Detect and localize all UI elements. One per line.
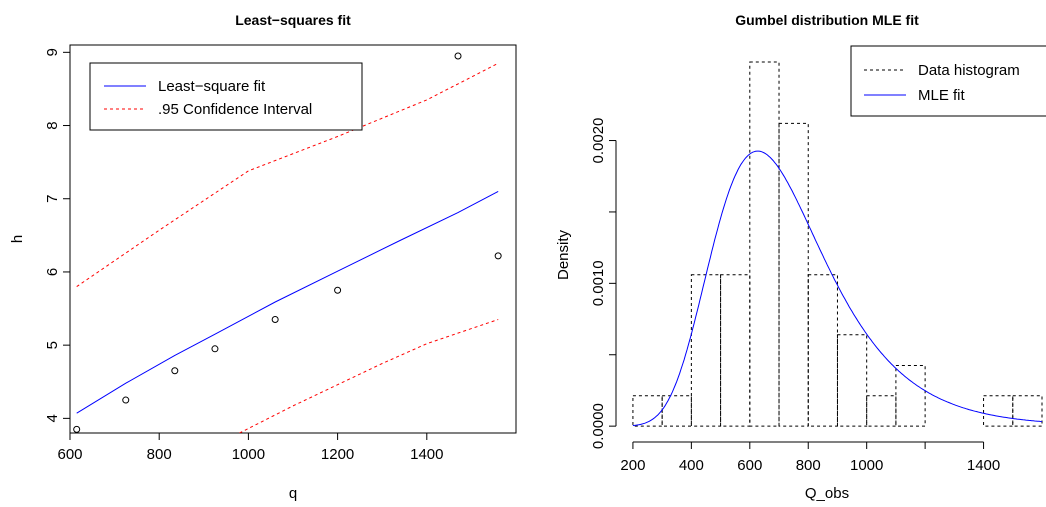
histogram-bar — [720, 274, 751, 427]
legend-histogram-label: Data histogram — [918, 62, 1020, 79]
left-series-lines — [76, 62, 499, 433]
left-chart-title: Least−squares fit — [235, 12, 351, 28]
left-y-tick-label: 5 — [44, 341, 61, 349]
left-data-points — [73, 52, 502, 433]
right-y-axis-label: Density — [555, 229, 572, 280]
data-point — [171, 367, 179, 375]
mle-fit-curve — [632, 150, 1043, 426]
right-x-axis-label: Q_obs — [805, 485, 849, 502]
left-x-axis-label: q — [289, 485, 297, 502]
least-square-fit-line — [76, 190, 499, 414]
legend-mle-label: MLE fit — [918, 87, 966, 104]
right-chart-title: Gumbel distribution MLE fit — [735, 12, 919, 28]
data-point — [211, 345, 219, 353]
left-x-tick-label: 1400 — [410, 446, 443, 463]
right-x-tick-label: 800 — [796, 457, 821, 474]
histogram-bar — [836, 334, 868, 427]
left-y-tick-label: 4 — [44, 414, 61, 422]
left-plot-frame — [69, 44, 517, 434]
gumbel-panel: Gumbel distribution MLE fit 200 400 600 800… — [555, 12, 1046, 502]
right-y-tick-label: 0.0010 — [590, 260, 607, 306]
histogram-bar — [749, 61, 780, 427]
confidence-interval-line — [76, 62, 499, 288]
data-point — [122, 396, 130, 404]
data-point — [454, 52, 462, 60]
right-x-tick-label: 200 — [620, 457, 645, 474]
histogram-bar — [895, 364, 926, 427]
left-x-tick-label: 800 — [147, 446, 172, 463]
right-x-tick-label: 600 — [737, 457, 762, 474]
histogram-bar — [1012, 395, 1043, 427]
data-point — [73, 425, 81, 433]
right-legend-box — [850, 45, 1046, 117]
left-y-tick-label: 8 — [44, 121, 61, 129]
histogram-bar — [807, 274, 838, 427]
legend-ci-label: .95 Confidence Interval — [158, 101, 312, 118]
mle-curve — [632, 150, 1043, 426]
right-y-tick-label: 0.0000 — [590, 403, 607, 449]
left-legend-box — [89, 62, 363, 131]
left-y-tick-label: 6 — [44, 268, 61, 276]
right-x-tick-label: 1400 — [967, 457, 1000, 474]
data-point — [494, 252, 502, 260]
histogram-bar — [661, 395, 692, 427]
least-squares-panel: Least−squares fit 600 800 1000 1200 1400 4 5 6 7… — [9, 12, 517, 502]
right-x-tick-label: 400 — [679, 457, 704, 474]
histogram-bar — [690, 274, 722, 427]
right-axis-ticks: 200 400 600 800 1000 1400 0.0000 0.0010 0.0020 — [590, 118, 1000, 474]
data-point — [334, 286, 342, 294]
histogram-bar — [983, 395, 1014, 427]
left-y-axis-label: h — [9, 235, 26, 243]
data-point — [271, 316, 279, 324]
confidence-interval-line — [239, 319, 499, 433]
legend-fit-label: Least−square fit — [158, 78, 266, 95]
left-x-tick-label: 1000 — [232, 446, 265, 463]
histogram-bar — [866, 395, 897, 427]
left-y-tick-label: 7 — [44, 195, 61, 203]
left-axis-ticks: 600 800 1000 1200 1400 4 5 6 7 8 9 — [44, 48, 443, 463]
right-y-tick-label: 0.0020 — [590, 118, 607, 164]
histogram-bars — [632, 61, 1043, 427]
right-legend: Data histogram MLE fit — [850, 45, 1046, 117]
left-legend: Least−square fit .95 Confidence Interval — [89, 62, 363, 131]
histogram-bar — [778, 122, 809, 427]
right-x-tick-label: 1000 — [850, 457, 883, 474]
left-y-tick-label: 9 — [44, 48, 61, 56]
left-x-tick-label: 1200 — [321, 446, 354, 463]
left-x-tick-label: 600 — [57, 446, 82, 463]
